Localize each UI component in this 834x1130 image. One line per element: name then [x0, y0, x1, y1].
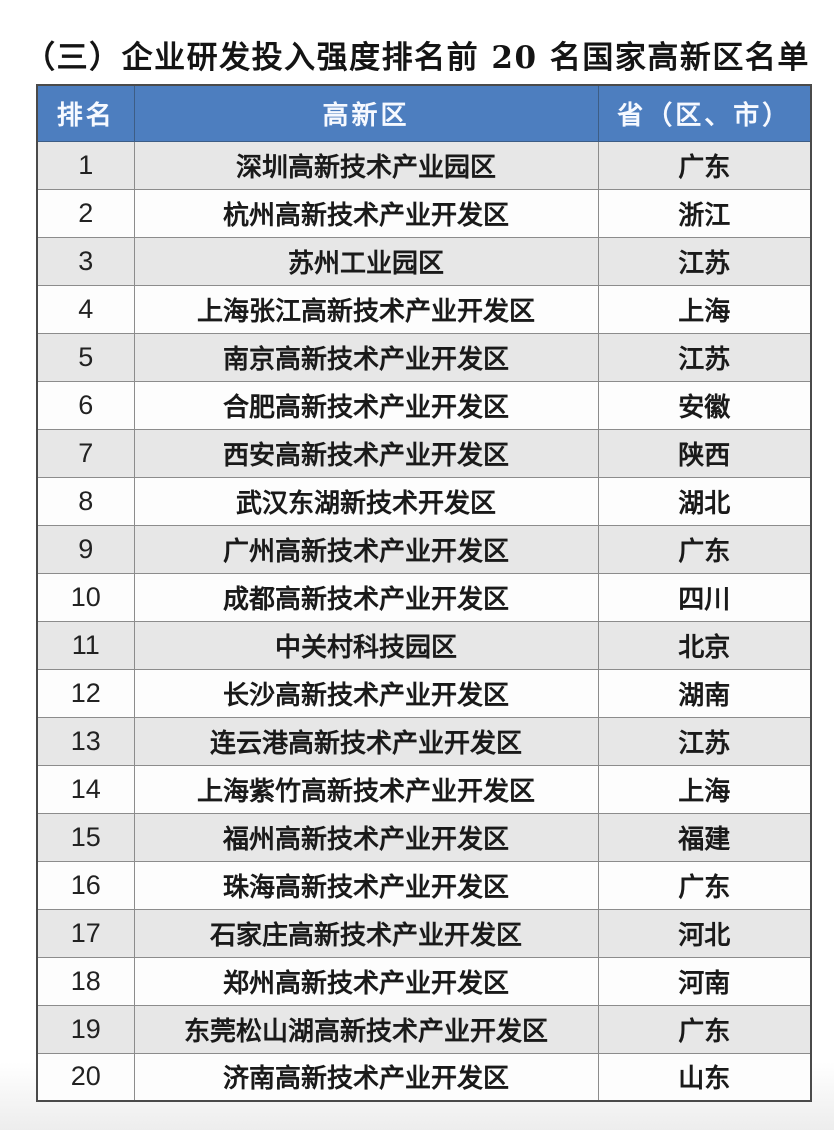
table-row: 18 郑州高新技术产业开发区 河南 [36, 956, 812, 1006]
table-row: 5 南京高新技术产业开发区 江苏 [36, 332, 812, 382]
zone-cell: 济南高新技术产业开发区 [133, 1052, 599, 1102]
zone-cell: 连云港高新技术产业开发区 [133, 716, 599, 766]
table-row: 16 珠海高新技术产业开发区 广东 [36, 860, 812, 910]
rank-cell: 11 [36, 620, 135, 670]
header-cell-province: 省（区、市） [597, 84, 812, 142]
zone-cell: 郑州高新技术产业开发区 [133, 956, 599, 1006]
table-row: 7 西安高新技术产业开发区 陕西 [36, 428, 812, 478]
zone-cell: 福州高新技术产业开发区 [133, 812, 599, 862]
zone-cell: 东莞松山湖高新技术产业开发区 [133, 1004, 599, 1054]
rank-cell: 4 [36, 284, 135, 334]
table-row: 10 成都高新技术产业开发区 四川 [36, 572, 812, 622]
province-cell: 上海 [597, 284, 812, 334]
table-row: 20 济南高新技术产业开发区 山东 [36, 1052, 812, 1102]
ranking-table: 排名 高新区 省（区、市） 1 深圳高新技术产业园区 广东 2 杭州高新技术产业… [36, 84, 812, 1102]
rank-cell: 17 [36, 908, 135, 958]
rank-cell: 2 [36, 188, 135, 238]
table-row: 8 武汉东湖新技术开发区 湖北 [36, 476, 812, 526]
zone-cell: 成都高新技术产业开发区 [133, 572, 599, 622]
province-cell: 浙江 [597, 188, 812, 238]
rank-cell: 12 [36, 668, 135, 718]
zone-cell: 上海紫竹高新技术产业开发区 [133, 764, 599, 814]
rank-cell: 16 [36, 860, 135, 910]
zone-cell: 西安高新技术产业开发区 [133, 428, 599, 478]
table-row: 2 杭州高新技术产业开发区 浙江 [36, 188, 812, 238]
province-cell: 上海 [597, 764, 812, 814]
table-row: 1 深圳高新技术产业园区 广东 [36, 140, 812, 190]
table-row: 3 苏州工业园区 江苏 [36, 236, 812, 286]
rank-cell: 10 [36, 572, 135, 622]
table-row: 13 连云港高新技术产业开发区 江苏 [36, 716, 812, 766]
rank-cell: 19 [36, 1004, 135, 1054]
province-cell: 河南 [597, 956, 812, 1006]
header-cell-rank: 排名 [36, 84, 135, 142]
table-row: 11 中关村科技园区 北京 [36, 620, 812, 670]
table-row: 4 上海张江高新技术产业开发区 上海 [36, 284, 812, 334]
province-cell: 江苏 [597, 716, 812, 766]
province-cell: 湖北 [597, 476, 812, 526]
zone-cell: 苏州工业园区 [133, 236, 599, 286]
rank-cell: 6 [36, 380, 135, 430]
zone-cell: 石家庄高新技术产业开发区 [133, 908, 599, 958]
province-cell: 河北 [597, 908, 812, 958]
province-cell: 陕西 [597, 428, 812, 478]
province-cell: 山东 [597, 1052, 812, 1102]
table-row: 12 长沙高新技术产业开发区 湖南 [36, 668, 812, 718]
header-cell-zone: 高新区 [133, 84, 599, 142]
rank-cell: 3 [36, 236, 135, 286]
province-cell: 福建 [597, 812, 812, 862]
zone-cell: 合肥高新技术产业开发区 [133, 380, 599, 430]
rank-cell: 1 [36, 140, 135, 190]
table-row: 17 石家庄高新技术产业开发区 河北 [36, 908, 812, 958]
province-cell: 安徽 [597, 380, 812, 430]
rank-cell: 8 [36, 476, 135, 526]
rank-cell: 7 [36, 428, 135, 478]
province-cell: 四川 [597, 572, 812, 622]
table-row: 19 东莞松山湖高新技术产业开发区 广东 [36, 1004, 812, 1054]
rank-cell: 13 [36, 716, 135, 766]
province-cell: 广东 [597, 524, 812, 574]
rank-cell: 5 [36, 332, 135, 382]
rank-cell: 20 [36, 1052, 135, 1102]
zone-cell: 长沙高新技术产业开发区 [133, 668, 599, 718]
table-header-row: 排名 高新区 省（区、市） [36, 84, 812, 142]
province-cell: 江苏 [597, 236, 812, 286]
province-cell: 北京 [597, 620, 812, 670]
zone-cell: 深圳高新技术产业园区 [133, 140, 599, 190]
zone-cell: 武汉东湖新技术开发区 [133, 476, 599, 526]
zone-cell: 杭州高新技术产业开发区 [133, 188, 599, 238]
rank-cell: 15 [36, 812, 135, 862]
province-cell: 广东 [597, 1004, 812, 1054]
table-row: 6 合肥高新技术产业开发区 安徽 [36, 380, 812, 430]
province-cell: 广东 [597, 140, 812, 190]
page-title: （三）企业研发投入强度排名前 20 名国家高新区名单 [24, 40, 810, 76]
zone-cell: 上海张江高新技术产业开发区 [133, 284, 599, 334]
province-cell: 江苏 [597, 332, 812, 382]
rank-cell: 18 [36, 956, 135, 1006]
zone-cell: 南京高新技术产业开发区 [133, 332, 599, 382]
zone-cell: 广州高新技术产业开发区 [133, 524, 599, 574]
province-cell: 广东 [597, 860, 812, 910]
province-cell: 湖南 [597, 668, 812, 718]
rank-cell: 9 [36, 524, 135, 574]
zone-cell: 珠海高新技术产业开发区 [133, 860, 599, 910]
table-row: 9 广州高新技术产业开发区 广东 [36, 524, 812, 574]
table-row: 15 福州高新技术产业开发区 福建 [36, 812, 812, 862]
table-row: 14 上海紫竹高新技术产业开发区 上海 [36, 764, 812, 814]
rank-cell: 14 [36, 764, 135, 814]
zone-cell: 中关村科技园区 [133, 620, 599, 670]
